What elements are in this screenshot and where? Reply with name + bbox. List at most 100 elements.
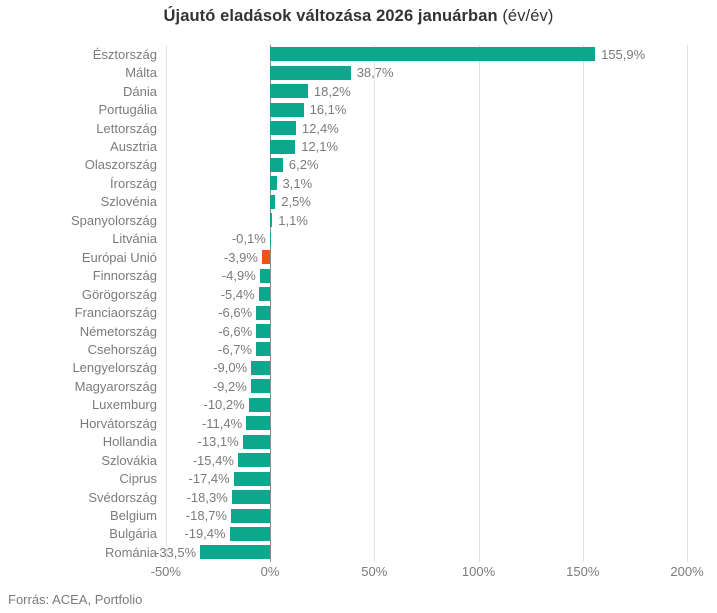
bar: [270, 194, 276, 209]
value-label: -10,2%: [203, 397, 245, 413]
bar: [270, 139, 296, 154]
value-label: -6,6%: [218, 323, 253, 339]
value-label: -9,0%: [213, 360, 248, 376]
value-label: -9,2%: [212, 378, 247, 394]
zero-axis-line: [270, 45, 271, 562]
category-label: Bulgária: [109, 526, 157, 542]
category-label: Írország: [110, 175, 157, 191]
value-label: -11,4%: [201, 415, 243, 431]
value-label: -17,4%: [188, 471, 230, 487]
category-label: Finnország: [92, 268, 157, 284]
value-label: -4,9%: [221, 268, 256, 284]
category-label: Németország: [79, 323, 157, 339]
x-tick-label: 0%: [260, 564, 280, 579]
category-label: Belgium: [110, 508, 157, 523]
value-label: -33,5%: [154, 544, 197, 560]
category-label: Svédország: [88, 489, 157, 505]
x-gridline: [165, 45, 167, 562]
bar: [259, 268, 270, 283]
bar: [270, 65, 351, 80]
bar: [256, 305, 270, 320]
value-label: 6,2%: [288, 157, 319, 173]
category-label: Görögország: [81, 286, 157, 302]
value-label: -3,9%: [223, 249, 258, 265]
value-label: -6,6%: [218, 305, 253, 320]
category-label: Európai Unió: [81, 249, 157, 265]
value-label: -5,4%: [220, 286, 255, 302]
category-label: Dánia: [123, 83, 157, 99]
bar: [270, 47, 596, 62]
value-label: 3,1%: [282, 175, 313, 191]
x-gridline: [478, 45, 480, 562]
bar: [200, 545, 270, 560]
bar: [270, 176, 277, 191]
category-label: Ciprus: [119, 471, 157, 487]
value-label: -13,1%: [197, 434, 239, 450]
x-tick-label: 150%: [566, 564, 600, 579]
x-tick-label: 50%: [361, 564, 388, 579]
value-label: 2,5%: [281, 194, 311, 210]
category-label: Románia: [104, 544, 157, 560]
bar: [270, 157, 283, 172]
category-label: Észtország: [92, 46, 157, 62]
category-label: Spanyolország: [71, 212, 157, 228]
category-label: Málta: [125, 65, 157, 81]
bar: [270, 213, 273, 228]
value-label: 38,7%: [356, 65, 394, 81]
bar: [256, 342, 270, 357]
bar: [270, 121, 296, 135]
value-label: -6,7%: [218, 341, 252, 357]
value-label: -0,1%: [231, 231, 266, 247]
bar: [251, 360, 270, 375]
x-gridline: [374, 45, 376, 562]
value-label: -15,4%: [192, 452, 234, 468]
value-label: -19,4%: [184, 526, 226, 542]
bar: [237, 453, 270, 468]
x-tick-label: 100%: [461, 564, 496, 579]
value-label: 18,2%: [313, 83, 351, 99]
category-label: Szlovénia: [100, 194, 157, 210]
value-label: -18,7%: [185, 508, 227, 523]
bar: [233, 471, 270, 486]
category-label: Csehország: [87, 341, 157, 357]
x-tick-label: -50%: [150, 564, 181, 579]
category-label: Portugália: [98, 102, 157, 118]
bar: [270, 102, 304, 117]
x-tick-label: 200%: [670, 564, 704, 579]
value-label: 1,1%: [278, 212, 308, 228]
bar: [256, 324, 270, 338]
category-label: Olaszország: [84, 157, 157, 173]
bar: [231, 490, 270, 504]
chart-title-suffix: (év/év): [497, 7, 554, 25]
value-label: 12,1%: [301, 139, 339, 154]
bar: [242, 434, 270, 449]
category-label: Hollandia: [102, 434, 157, 450]
bar-highlight: [261, 250, 270, 265]
category-label: Luxemburg: [91, 397, 157, 413]
chart-title: Újautó eladások változása 2026 januárban…: [0, 7, 717, 26]
bar: [231, 508, 270, 523]
category-label: Lengyelország: [72, 360, 157, 376]
bar: [229, 526, 270, 541]
bar: [246, 416, 270, 431]
source-note: Forrás: ACEA, Portfolio: [8, 592, 143, 607]
bar: [270, 84, 308, 99]
category-label: Litvánia: [112, 231, 157, 247]
x-gridline: [582, 45, 584, 562]
category-label: Lettország: [96, 120, 157, 136]
value-label: 155,9%: [601, 46, 646, 62]
category-label: Szlovákia: [101, 452, 157, 468]
category-label: Franciaország: [74, 305, 157, 320]
bar: [258, 287, 270, 302]
bar: [250, 379, 270, 394]
bar: [248, 397, 270, 412]
chart-title-main: Újautó eladások változása 2026 januárban: [163, 7, 498, 25]
value-label: 16,1%: [309, 102, 347, 118]
category-label: Horvátország: [79, 415, 157, 431]
category-label: Ausztria: [110, 139, 157, 154]
x-gridline: [687, 45, 688, 562]
category-label: Magyarország: [74, 378, 157, 394]
value-label: -18,3%: [186, 489, 228, 505]
value-label: 12,4%: [301, 120, 339, 136]
